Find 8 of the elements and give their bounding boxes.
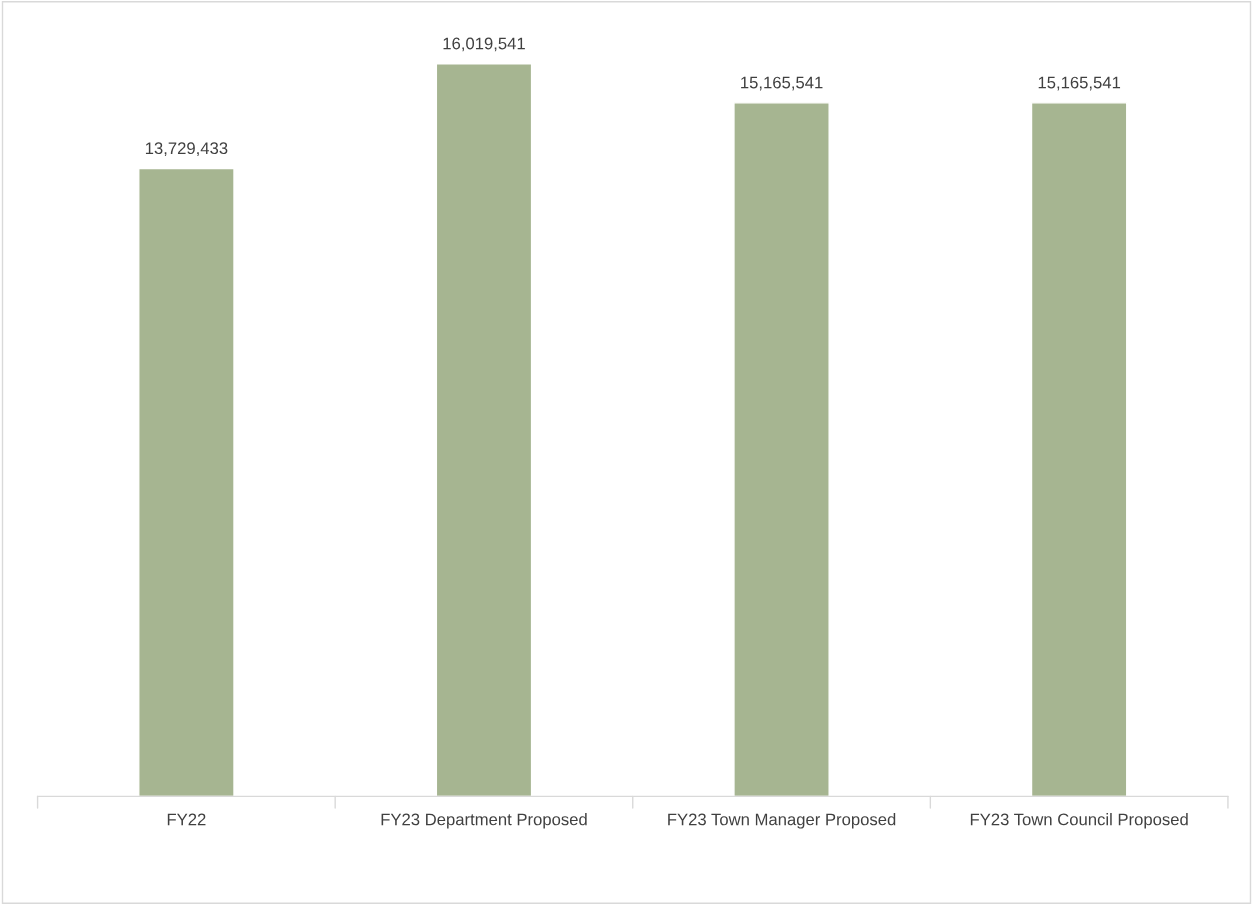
data-label: 13,729,433 bbox=[145, 142, 228, 157]
x-tick-label: FY22 bbox=[167, 813, 206, 826]
data-label: 15,165,541 bbox=[741, 76, 823, 91]
x-tick-label: FY23 Town Council Proposed bbox=[970, 813, 1188, 829]
data-label: 15,165,541 bbox=[1038, 76, 1121, 91]
x-tick-label: FY23 Town Manager Proposed bbox=[668, 813, 896, 829]
data-label: 16,019,541 bbox=[443, 37, 525, 52]
x-tick-label: FY23 Department Proposed bbox=[381, 813, 587, 829]
